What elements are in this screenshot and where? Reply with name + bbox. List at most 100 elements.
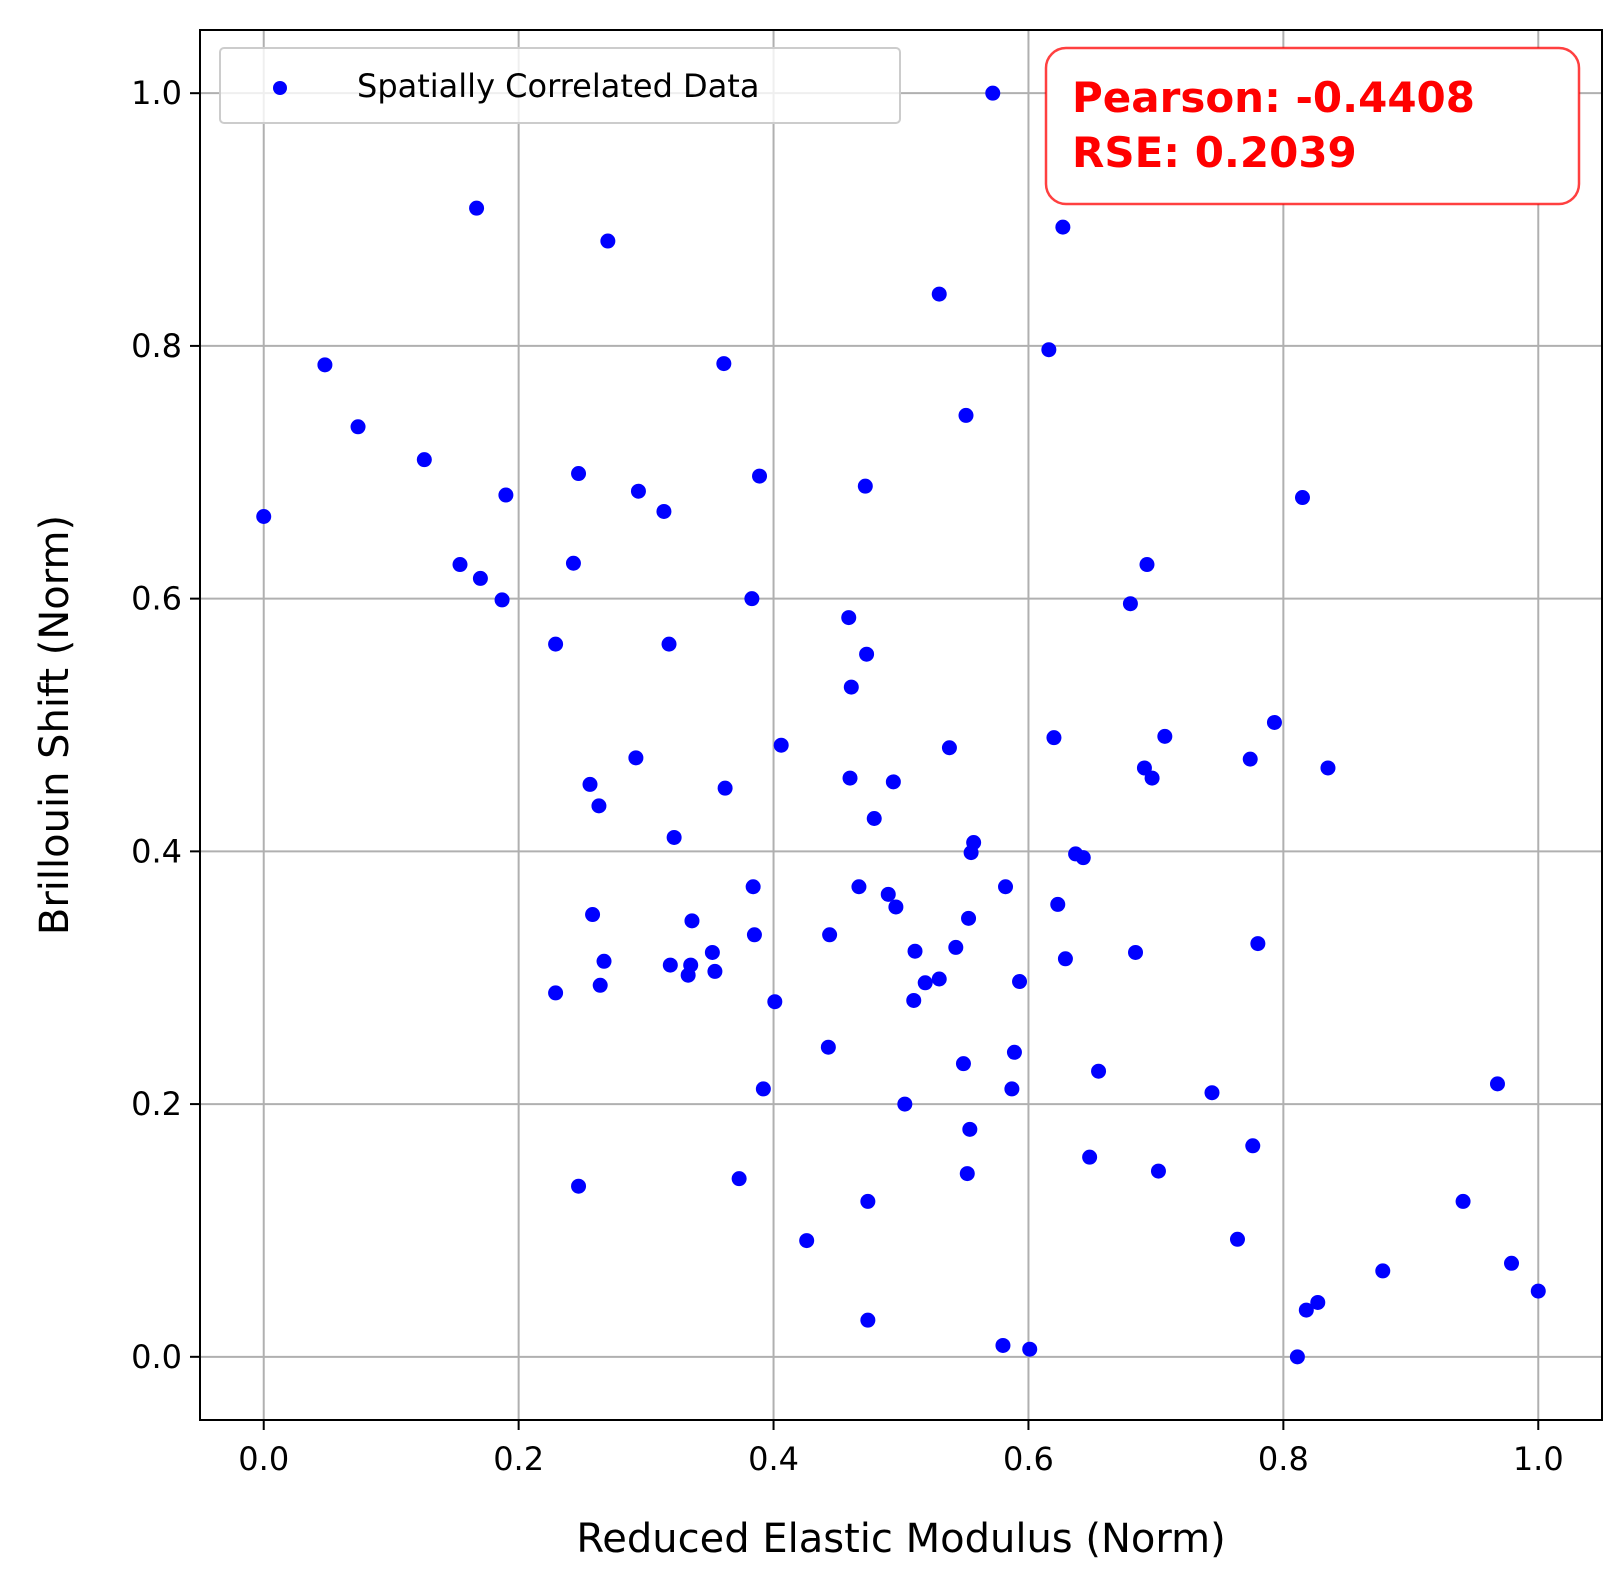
x-tick-label: 0.2 xyxy=(493,1440,544,1478)
data-point xyxy=(1128,944,1144,960)
data-point xyxy=(1504,1255,1520,1271)
data-point xyxy=(906,992,922,1008)
data-point xyxy=(494,592,510,608)
data-point xyxy=(851,879,867,895)
data-point xyxy=(998,879,1014,895)
y-tick-label: 0.4 xyxy=(131,832,182,870)
data-point xyxy=(820,1039,836,1055)
data-point xyxy=(860,1193,876,1209)
data-point xyxy=(1006,1044,1022,1060)
data-point xyxy=(1242,751,1258,767)
data-point xyxy=(452,557,468,573)
data-point xyxy=(1057,951,1073,967)
data-point xyxy=(731,1171,747,1187)
pearson-stat: Pearson: -0.4408 xyxy=(1072,73,1475,122)
data-point xyxy=(256,509,272,524)
data-point xyxy=(958,407,974,423)
data-point xyxy=(1082,1149,1098,1165)
data-point xyxy=(931,971,947,987)
data-point xyxy=(661,636,677,652)
data-point xyxy=(1250,936,1266,952)
data-point xyxy=(707,963,723,979)
data-point xyxy=(630,483,646,499)
data-point xyxy=(596,953,612,969)
data-point xyxy=(1204,1085,1220,1101)
y-tick-label: 0.0 xyxy=(131,1338,182,1376)
data-point xyxy=(548,985,564,1001)
data-point xyxy=(469,200,485,216)
data-point xyxy=(1294,490,1310,506)
data-point xyxy=(897,1096,913,1112)
data-point xyxy=(1298,1302,1314,1318)
data-point xyxy=(752,468,768,484)
data-point xyxy=(843,679,859,695)
data-point xyxy=(773,737,789,753)
data-point xyxy=(585,907,601,923)
data-point xyxy=(600,233,616,249)
data-point xyxy=(948,939,964,955)
data-point xyxy=(704,944,720,960)
data-point xyxy=(1122,596,1138,612)
data-point xyxy=(985,85,1001,101)
data-point xyxy=(1150,1163,1166,1179)
data-point xyxy=(1050,896,1066,912)
data-point xyxy=(591,798,607,814)
data-point xyxy=(1489,1076,1505,1092)
data-point xyxy=(880,886,896,902)
legend-label: Spatially Correlated Data xyxy=(357,67,759,105)
data-point xyxy=(1046,730,1062,746)
data-point xyxy=(907,943,923,959)
data-point xyxy=(683,957,699,973)
axis-ticks: 0.0 0.2 0.4 0.6 0.8 1.0 0.0 0.2 0.4 0.6 0.8 1.0 xyxy=(131,74,1564,1478)
data-point xyxy=(959,1166,975,1182)
data-point xyxy=(1530,1283,1546,1299)
data-point xyxy=(571,466,587,482)
data-point xyxy=(1144,770,1160,786)
data-point xyxy=(317,357,333,373)
data-point xyxy=(931,286,947,302)
data-point xyxy=(592,977,608,993)
data-point xyxy=(1245,1138,1261,1154)
rse-stat: RSE: 0.2039 xyxy=(1072,128,1357,177)
y-tick-label: 1.0 xyxy=(131,74,182,112)
data-point xyxy=(1004,1081,1020,1097)
x-tick-label: 1.0 xyxy=(1513,1440,1564,1478)
data-point xyxy=(866,811,882,827)
data-point xyxy=(822,927,838,943)
data-point xyxy=(1041,342,1057,358)
x-tick-label: 0.4 xyxy=(748,1440,799,1478)
data-point xyxy=(859,646,875,662)
data-point xyxy=(955,1056,971,1072)
data-point xyxy=(416,452,432,468)
x-tick-label: 0.6 xyxy=(1003,1440,1054,1478)
data-point xyxy=(628,750,644,766)
y-tick-label: 0.8 xyxy=(131,327,182,365)
data-point xyxy=(885,774,901,790)
data-point xyxy=(716,356,732,372)
data-point xyxy=(1055,219,1071,235)
data-point xyxy=(941,740,957,756)
x-axis-label: Reduced Elastic Modulus (Norm) xyxy=(576,1516,1225,1562)
data-point xyxy=(656,503,672,519)
data-point xyxy=(1139,557,1155,573)
data-point xyxy=(860,1312,876,1328)
data-point xyxy=(962,1121,978,1137)
x-tick-label: 0.8 xyxy=(1258,1440,1309,1478)
data-point xyxy=(548,636,564,652)
data-point xyxy=(1229,1231,1245,1247)
data-point xyxy=(857,478,873,494)
data-point xyxy=(799,1233,815,1249)
data-point xyxy=(1289,1349,1305,1365)
data-point xyxy=(1266,714,1282,730)
data-point xyxy=(1320,760,1336,776)
data-points xyxy=(256,85,1546,1365)
legend-box xyxy=(219,47,901,124)
data-point xyxy=(746,927,762,943)
data-point xyxy=(995,1337,1011,1353)
data-point xyxy=(888,899,904,915)
data-point xyxy=(745,879,761,895)
y-tick-label: 0.6 xyxy=(131,580,182,618)
